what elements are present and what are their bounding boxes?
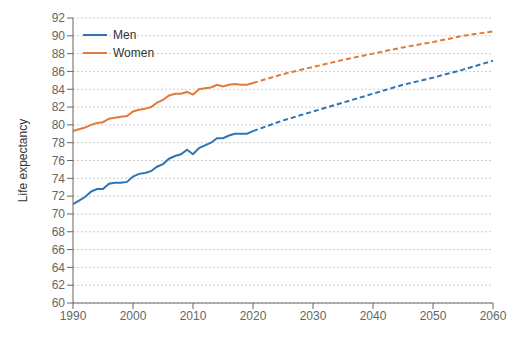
svg-text:70: 70 — [52, 207, 66, 221]
svg-text:1990: 1990 — [60, 309, 87, 323]
svg-text:88: 88 — [52, 47, 66, 61]
svg-text:76: 76 — [52, 154, 66, 168]
svg-text:2060: 2060 — [480, 309, 507, 323]
svg-text:60: 60 — [52, 296, 66, 310]
svg-text:2010: 2010 — [180, 309, 207, 323]
svg-text:92: 92 — [52, 11, 66, 25]
svg-text:78: 78 — [52, 136, 66, 150]
svg-text:2050: 2050 — [420, 309, 447, 323]
html-text:Women: Women — [113, 46, 155, 60]
svg-text:74: 74 — [52, 172, 66, 186]
svg-text:62: 62 — [52, 278, 66, 292]
svg-text:2030: 2030 — [300, 309, 327, 323]
svg-text:68: 68 — [52, 225, 66, 239]
svg-text:2000: 2000 — [120, 309, 147, 323]
html-text:Men: Men — [113, 28, 137, 42]
svg-text:84: 84 — [52, 83, 66, 97]
svg-text:2020: 2020 — [240, 309, 267, 323]
svg-text:80: 80 — [52, 118, 66, 132]
svg-text:86: 86 — [52, 65, 66, 79]
svg-text:66: 66 — [52, 243, 66, 257]
svg-text:72: 72 — [52, 189, 66, 203]
svg-text:64: 64 — [52, 261, 66, 275]
svg-text:Life expectancy: Life expectancy — [16, 119, 30, 202]
svg-text:82: 82 — [52, 100, 66, 114]
svg-text:90: 90 — [52, 29, 66, 43]
svg-text:2040: 2040 — [360, 309, 387, 323]
